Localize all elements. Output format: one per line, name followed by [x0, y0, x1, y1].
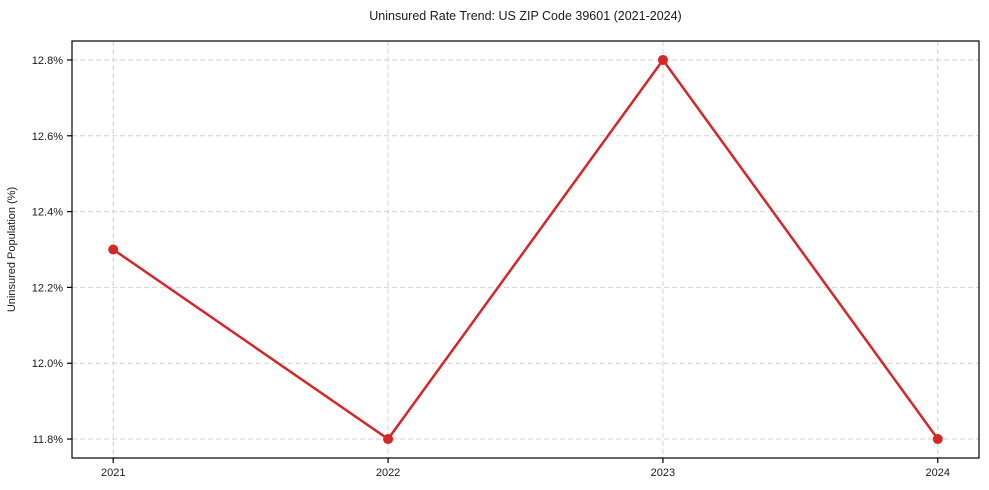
- y-tick-label: 12.6%: [32, 131, 63, 143]
- y-tick-label: 12.4%: [32, 207, 63, 219]
- series-layer: [108, 54, 943, 445]
- x-tick-label: 2023: [651, 467, 675, 479]
- x-tick-label: 2021: [101, 467, 125, 479]
- x-tick-label: 2022: [376, 467, 400, 479]
- data-point-2021: [108, 244, 119, 255]
- data-point-2023: [657, 54, 668, 65]
- y-tick-label: 11.8%: [33, 434, 64, 446]
- axes-layer: 2021 2022 2023 2024 11.8% 12.0% 12.2% 12.4% 12.6…: [32, 40, 980, 479]
- x-tick-label: 2024: [926, 467, 950, 479]
- y-tick-label: 12.8%: [32, 55, 63, 67]
- y-tick-label: 12.0%: [32, 358, 63, 370]
- chart-title: Uninsured Rate Trend: US ZIP Code 39601 …: [369, 9, 681, 23]
- trend-line: [111, 58, 940, 441]
- plot-frame: [71, 40, 980, 459]
- y-tick-label: 12.2%: [32, 282, 63, 294]
- data-point-2024: [932, 434, 943, 445]
- data-point-2022: [383, 434, 394, 445]
- y-axis-label: Uninsured Population (%): [6, 187, 18, 312]
